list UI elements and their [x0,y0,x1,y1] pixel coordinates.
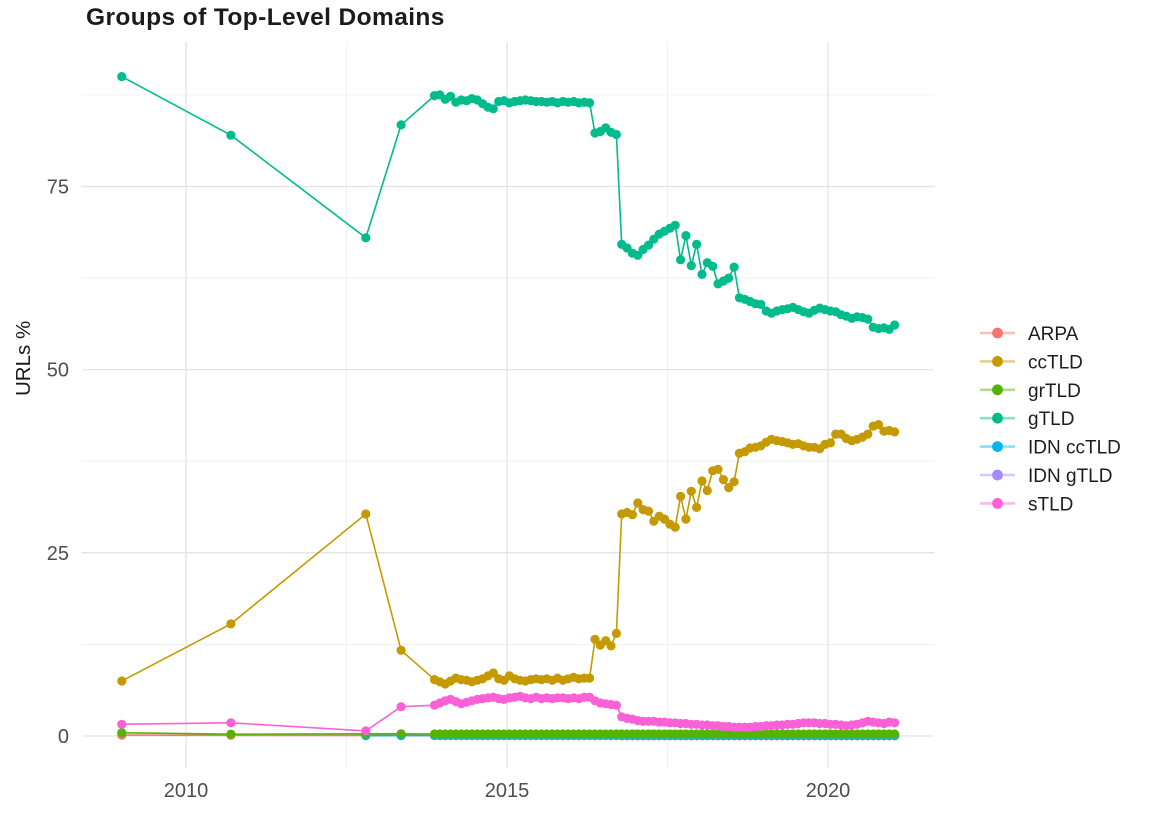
legend-label: ccTLD [1028,352,1083,373]
series-point-ccTLD [890,427,900,437]
series-point-gTLD [117,72,127,82]
series-point-ccTLD [627,510,638,520]
series-point-sTLD [361,726,371,736]
series-point-ccTLD [606,641,616,651]
series-point-ccTLD [724,483,734,493]
legend-key-point-IDN-gTLD [992,469,1003,481]
series-point-ccTLD [488,668,498,678]
series-point-ccTLD [686,486,696,496]
series-point-ccTLD [676,491,686,501]
series-point-gTLD [686,261,696,271]
y-tick-label: 25 [47,543,69,565]
series-point-gTLD [226,130,236,140]
series-point-grTLD [396,729,406,739]
y-tick-label: 0 [58,726,69,748]
series-point-ccTLD [585,673,595,683]
legend-key-point-ccTLD [992,356,1003,367]
series-point-ccTLD [697,476,707,486]
series-point-ccTLD [702,485,712,496]
series-point-gTLD [488,104,498,114]
series-point-ccTLD [681,514,691,524]
series-point-gTLD [681,231,691,241]
legend-key-point-IDN-ccTLD [992,441,1003,452]
series-point-sTLD [890,718,900,728]
legend-label: IDN gTLD [1028,466,1112,487]
series-point-gTLD [676,255,686,265]
series-point-ccTLD [713,464,723,474]
y-axis-title: URLs % [12,320,35,396]
series-point-gTLD [756,299,766,309]
series-point-ccTLD [590,634,600,644]
series-point-ccTLD [643,506,654,516]
series-point-gTLD [585,98,595,108]
series-point-gTLD [643,240,654,250]
series-point-gTLD [729,262,739,272]
series-point-gTLD [863,314,873,324]
x-tick-label: 2010 [164,780,209,802]
series-point-grTLD [226,729,236,739]
series-point-gTLD [708,261,718,271]
legend-key-point-sTLD [992,498,1003,509]
series-point-gTLD [697,269,707,279]
series-point-gTLD [361,233,371,243]
series-point-ccTLD [611,628,622,639]
series-point-gTLD [890,320,900,330]
series-point-ccTLD [692,502,702,512]
series-point-grTLD [890,729,900,739]
series-point-sTLD [117,719,127,729]
series-point-ccTLD [670,522,680,532]
series-point-gTLD [611,129,622,140]
chart-title: Groups of Top-Level Domains [86,4,445,31]
y-tick-label: 50 [47,360,69,382]
x-tick-label: 2015 [485,780,530,802]
x-tick-label: 2020 [806,780,851,802]
series-point-gTLD [396,120,406,130]
legend-label: sTLD [1028,494,1073,515]
series-point-sTLD [396,702,406,712]
series-point-gTLD [670,220,680,230]
series-point-gTLD [633,250,643,260]
series-line-ccTLD [121,423,895,685]
legend-key-point-ARPA [992,327,1003,339]
series-point-ccTLD [361,509,371,519]
series-point-sTLD [611,700,622,710]
series-point-ccTLD [718,475,729,485]
series-point-ccTLD [633,498,643,508]
legend-key-point-grTLD [992,384,1003,396]
legend-key-point-gTLD [992,412,1003,424]
series-point-ccTLD [729,477,739,487]
legend-label: IDN ccTLD [1028,438,1121,459]
series-point-ccTLD [226,619,236,629]
y-tick-label: 75 [47,176,69,198]
series-point-gTLD [445,91,456,101]
series-point-ccTLD [825,438,836,448]
legend-label: grTLD [1028,381,1081,402]
series-point-ccTLD [117,676,127,686]
series-point-gTLD [692,239,702,249]
series-point-grTLD [117,728,127,738]
series-point-sTLD [226,718,236,728]
legend-label: gTLD [1028,409,1074,430]
series-point-ccTLD [396,645,406,655]
series-line-gTLD [121,75,896,331]
legend-label: ARPA [1028,324,1079,345]
series-point-ccTLD [873,420,884,430]
series-point-gTLD [724,273,734,283]
series-point-ccTLD [863,429,873,439]
